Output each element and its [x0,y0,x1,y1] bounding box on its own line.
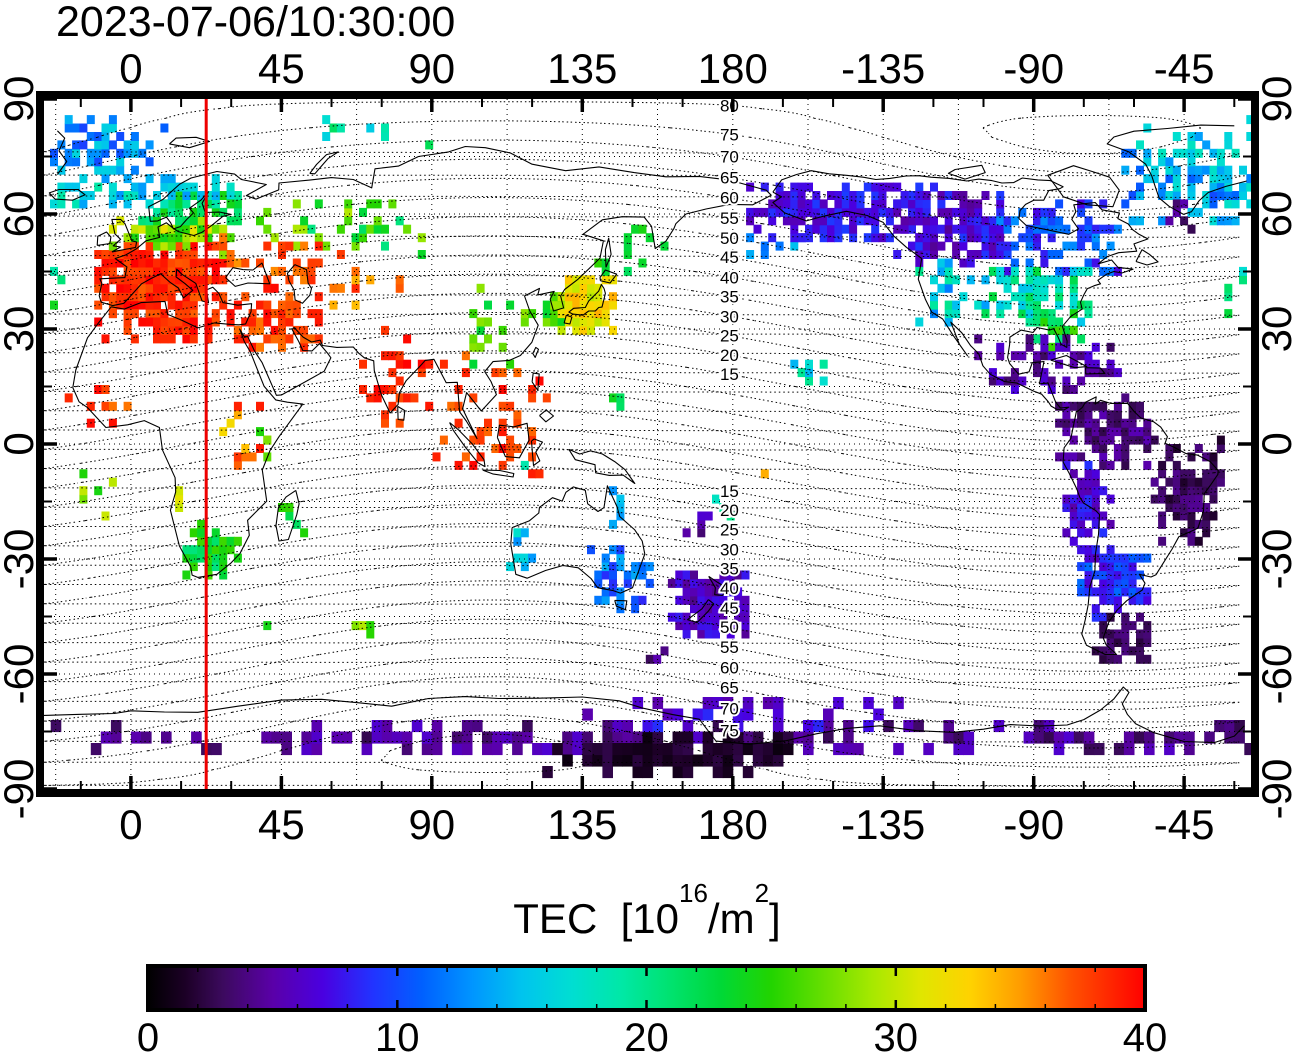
svg-text:65: 65 [720,169,739,188]
map-area: 8075706560555045403530252015152025303540… [44,97,1251,789]
lat-tick-label-right: 30 [1253,306,1294,353]
lat-tick-label-right: 60 [1253,191,1294,238]
svg-text:15: 15 [720,365,739,384]
lat-tick-label-left: 60 [0,191,42,238]
svg-text:40: 40 [720,268,739,287]
colorbar-tick-label: 0 [137,1016,159,1057]
colorbar-title-exponent2: 2 [754,878,770,908]
timestamp-title: 2023-07-06/10:30:00 [56,0,456,46]
colorbar-title-post: ] [769,895,781,942]
lon-tick-label-bottom: 0 [119,801,142,848]
colorbar-title-mid: /m [707,895,755,942]
svg-text:20: 20 [720,346,739,365]
svg-text:35: 35 [720,560,739,579]
lat-tick-label-right: -30 [1253,529,1294,590]
lat-tick-label-left: -30 [0,529,42,590]
svg-text:60: 60 [720,189,739,208]
svg-text:25: 25 [720,327,739,346]
colorbar-title-pre: TEC [10 [513,895,680,942]
lat-tick-label-left: -90 [0,759,42,820]
svg-text:55: 55 [720,209,739,228]
lat-tick-label-left: 90 [0,76,42,123]
lon-tick-label-bottom: 90 [408,801,455,848]
colorbar-title: TEC [1016/m2] [513,880,781,942]
lat-tick-label-left: 30 [0,306,42,353]
lon-tick-label-top: 135 [547,45,617,92]
axis-labels: 0045459090135135180180-135-135-90-90-45-… [0,45,1294,848]
colorbar-tick-label: 20 [624,1016,669,1057]
magnetic-latitude-contours [44,101,1245,787]
lon-tick-label-bottom: 135 [547,801,617,848]
svg-text:30: 30 [720,308,739,327]
colorbar-tick-label: 10 [375,1016,420,1057]
svg-text:75: 75 [720,722,739,741]
colorbar-tick-label: 40 [1123,1016,1168,1057]
lon-tick-label-top: 180 [698,45,768,92]
lat-tick-label-right: 0 [1253,432,1294,455]
svg-text:75: 75 [720,126,739,145]
lon-tick-label-bottom: -135 [841,801,925,848]
lon-tick-label-bottom: 45 [258,801,305,848]
plot-frame [36,91,1259,797]
svg-text:30: 30 [720,540,739,559]
colorbar-tick-label: 30 [874,1016,919,1057]
lon-tick-label-top: 45 [258,45,305,92]
svg-text:70: 70 [720,700,739,719]
svg-text:45: 45 [720,248,739,267]
lat-tick-label-right: -60 [1253,644,1294,705]
svg-text:40: 40 [720,579,739,598]
lon-tick-label-bottom: 180 [698,801,768,848]
contour-labels: 8075706560555045403530252015152025303540… [718,97,741,743]
lon-tick-label-top: 90 [408,45,455,92]
colorbar-border [146,964,1147,1012]
colorbar-title-exponent: 16 [679,878,708,908]
svg-text:25: 25 [720,520,739,539]
svg-text:80: 80 [720,97,739,116]
coastlines [44,124,1247,745]
svg-text:60: 60 [720,658,739,677]
lat-tick-label-left: 0 [0,432,42,455]
svg-text:70: 70 [720,148,739,167]
lon-tick-label-top: 0 [119,45,142,92]
lon-tick-label-bottom: -90 [1003,801,1064,848]
lon-tick-label-bottom: -45 [1154,801,1215,848]
colorbar-tick-labels: 0 10 20 30 40 [137,1016,1167,1057]
svg-text:50: 50 [720,618,739,637]
graticule [44,99,1251,789]
svg-text:50: 50 [720,229,739,248]
svg-text:55: 55 [720,638,739,657]
lat-tick-label-left: -60 [0,644,42,705]
lon-tick-label-top: -90 [1003,45,1064,92]
svg-text:45: 45 [720,599,739,618]
axis-ticks [44,97,1251,791]
lat-tick-label-right: 90 [1253,76,1294,123]
svg-text:15: 15 [720,482,739,501]
svg-text:35: 35 [720,287,739,306]
lon-tick-label-top: -45 [1154,45,1215,92]
lon-tick-label-top: -135 [841,45,925,92]
lat-tick-label-right: -90 [1253,759,1294,820]
svg-text:20: 20 [720,501,739,520]
svg-text:65: 65 [720,678,739,697]
